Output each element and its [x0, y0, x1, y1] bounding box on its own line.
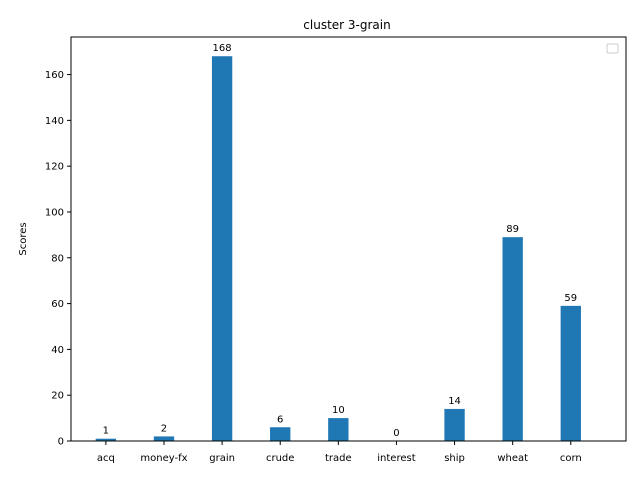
y-tick-label: 80	[51, 253, 64, 264]
bar-value-labels: 1 2 168 6 10 0 14 89 59	[103, 43, 577, 439]
bar-value-label-ship: 14	[448, 396, 461, 407]
bar-money-fx	[153, 436, 175, 441]
bar-grain	[211, 56, 233, 441]
x-tick-label-interest: interest	[377, 453, 415, 464]
y-axis-label: Scores	[18, 222, 29, 255]
y-tick-label: 120	[45, 162, 64, 173]
y-axis-ticks: 0 20 40 60 80 100 120 140 160	[45, 70, 71, 448]
bar-value-label-acq: 1	[103, 426, 109, 437]
bar-crude	[270, 427, 291, 441]
bar-corn	[560, 305, 581, 441]
bar-trade	[328, 418, 349, 441]
bar-value-label-interest: 0	[393, 428, 399, 439]
x-axis-ticks: acq money-fx grain crude trade interest ship wh…	[97, 441, 582, 464]
bar-value-label-grain: 168	[213, 43, 232, 54]
y-tick-label: 100	[45, 207, 64, 218]
x-tick-label-wheat: wheat	[497, 453, 528, 464]
y-tick-label: 0	[58, 437, 64, 448]
bar-value-label-corn: 59	[564, 293, 577, 304]
bar-acq	[95, 438, 117, 441]
y-tick-label: 160	[45, 70, 64, 81]
x-tick-label-corn: corn	[560, 453, 582, 464]
y-tick-label: 40	[51, 345, 64, 356]
x-tick-label-grain: grain	[209, 453, 235, 464]
x-tick-label-money-fx: money-fx	[140, 453, 187, 464]
x-tick-label-acq: acq	[97, 453, 115, 464]
bar-value-label-trade: 10	[332, 405, 345, 416]
bar-value-label-wheat: 89	[506, 224, 519, 235]
bars	[95, 56, 581, 441]
bar-wheat	[502, 237, 523, 441]
y-tick-label: 60	[51, 299, 64, 310]
x-tick-label-crude: crude	[266, 453, 294, 464]
y-tick-label: 20	[51, 391, 64, 402]
x-tick-label-trade: trade	[325, 453, 352, 464]
bar-value-label-money-fx: 2	[161, 423, 167, 434]
bar-ship	[444, 408, 465, 441]
plot-frame	[70, 36, 627, 442]
y-tick-label: 140	[45, 116, 64, 127]
legend-box	[606, 43, 619, 54]
chart-title: cluster 3-grain	[303, 18, 390, 32]
x-tick-label-ship: ship	[444, 453, 465, 464]
bar-value-label-crude: 6	[277, 414, 283, 425]
